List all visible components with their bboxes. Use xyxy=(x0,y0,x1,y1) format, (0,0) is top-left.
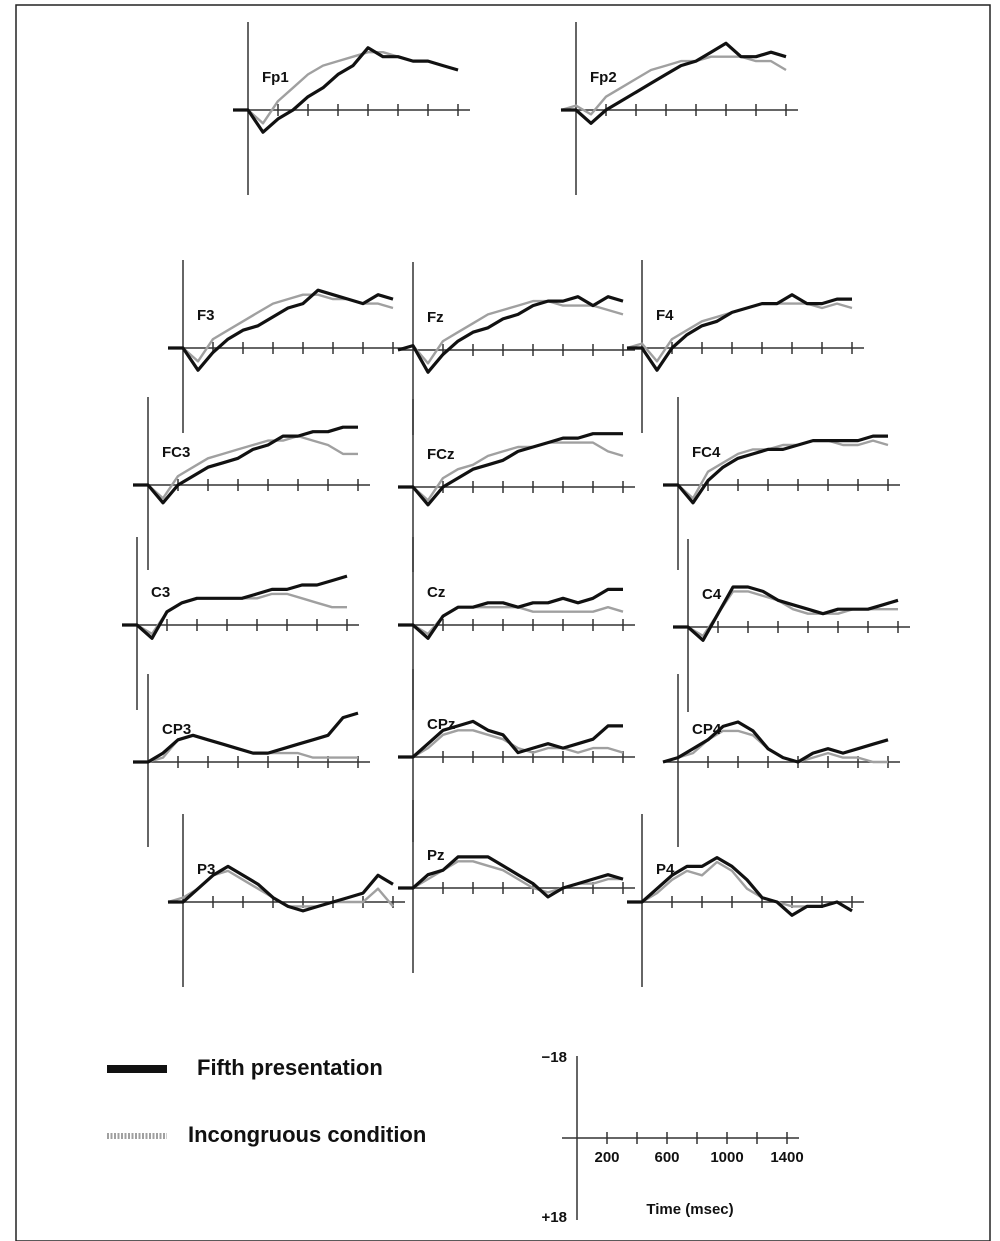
legend-label: Incongruous condition xyxy=(188,1122,426,1147)
electrode-label: CP4 xyxy=(692,721,722,738)
electrode-label: FCz xyxy=(427,446,455,463)
waveform xyxy=(627,855,853,917)
electrode-label: Fp2 xyxy=(590,69,617,86)
waveform xyxy=(663,434,888,505)
y-tick-label: −18 xyxy=(542,1049,567,1066)
waveform xyxy=(168,288,394,372)
waveform xyxy=(398,855,624,899)
electrode-label: Pz xyxy=(427,847,445,864)
waveform xyxy=(233,46,459,134)
waveform xyxy=(398,719,623,759)
waveform xyxy=(398,860,623,894)
electrode-label: Fz xyxy=(427,309,444,326)
electrode-label: Cz xyxy=(427,584,445,601)
waveform xyxy=(662,720,889,764)
electrode-label: P4 xyxy=(656,861,675,878)
waveform xyxy=(133,425,358,505)
waveform xyxy=(122,574,348,640)
waveform xyxy=(397,295,624,374)
waveform xyxy=(673,585,899,642)
electrode-label: CPz xyxy=(427,716,455,733)
electrode-label: F4 xyxy=(656,307,674,324)
waveform xyxy=(560,55,787,116)
x-tick-label: 1400 xyxy=(770,1149,803,1166)
waveform xyxy=(168,293,394,363)
waveform xyxy=(133,434,358,500)
waveform xyxy=(561,41,787,125)
electrode-label: FC4 xyxy=(692,444,721,461)
waveform xyxy=(398,587,623,640)
electrode-label: C3 xyxy=(151,584,170,601)
x-tick-label: 600 xyxy=(654,1149,679,1166)
x-tick-label: 1000 xyxy=(710,1149,743,1166)
waveform xyxy=(398,432,623,507)
waveform xyxy=(397,299,624,365)
waveform xyxy=(627,293,852,372)
frame xyxy=(15,4,991,1241)
legend-label: Fifth presentation xyxy=(197,1055,383,1080)
electrode-label: P3 xyxy=(197,861,215,878)
waveform xyxy=(168,864,394,913)
electrode-label: CP3 xyxy=(162,721,191,738)
waveform xyxy=(233,51,459,125)
electrode-label: F3 xyxy=(197,307,215,324)
waveform xyxy=(133,711,359,764)
waveform xyxy=(398,441,624,502)
electrode-label: Fp1 xyxy=(262,69,289,86)
x-tick-label: 200 xyxy=(594,1149,619,1166)
electrode-label: C4 xyxy=(702,586,722,603)
waveform xyxy=(663,439,889,500)
y-tick-label: +18 xyxy=(542,1209,567,1226)
x-axis-title: Time (msec) xyxy=(646,1201,733,1218)
electrode-label: FC3 xyxy=(162,444,190,461)
